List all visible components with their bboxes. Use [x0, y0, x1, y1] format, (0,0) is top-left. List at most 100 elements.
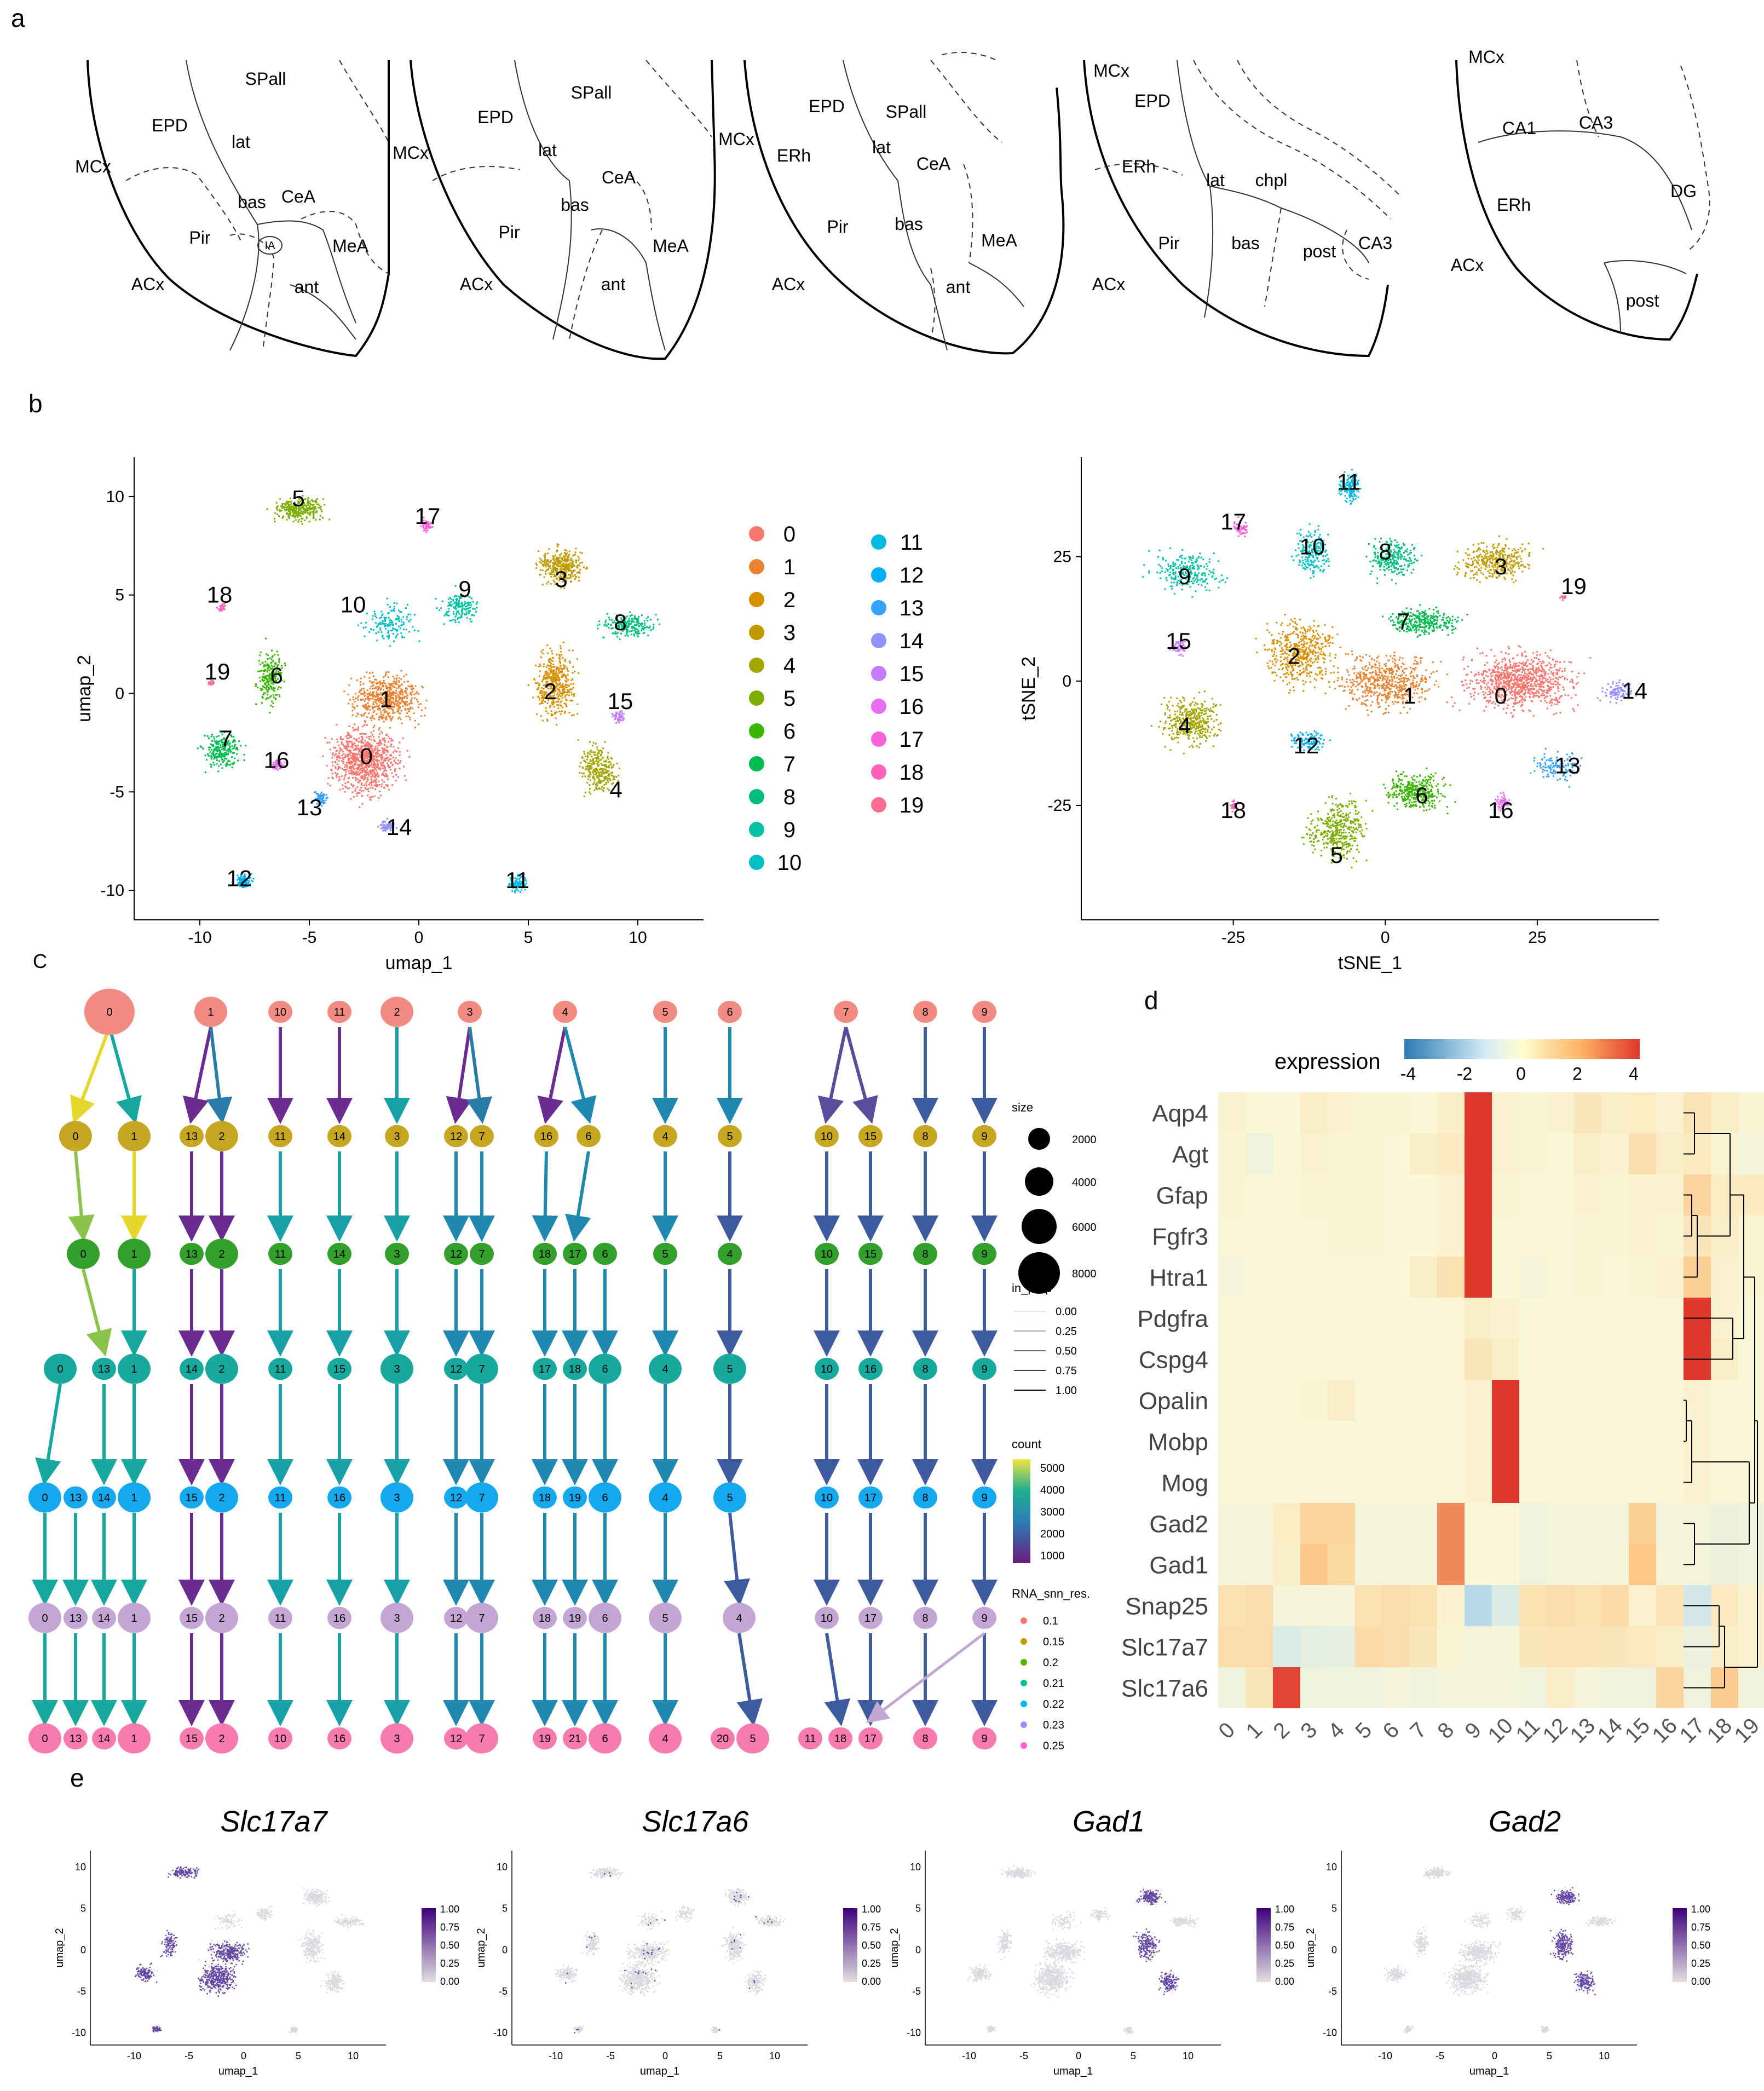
heatmap-cell	[1437, 1421, 1465, 1462]
umap-y-label: umap_2	[74, 655, 95, 722]
brain-region-label: ACx	[1092, 274, 1125, 294]
heatmap-cell	[1218, 1421, 1246, 1462]
brain-region-label: lat	[1206, 170, 1225, 190]
heatmap-cell	[1601, 1503, 1629, 1544]
clustree-node	[913, 1606, 937, 1629]
clustree-node	[118, 1723, 151, 1754]
heatmap-cell	[1547, 1503, 1574, 1544]
clustree-node-label: 6	[727, 1006, 733, 1018]
clustree-node	[834, 1000, 858, 1023]
clustree-node-label: 12	[450, 1733, 462, 1745]
legend-swatch	[749, 690, 764, 706]
clustree-node	[723, 1603, 756, 1633]
heatmap-cell	[1574, 1421, 1601, 1462]
clustree-node-label: 13	[70, 1733, 82, 1745]
heatmap-cell	[1300, 1380, 1328, 1421]
heatmap-cell	[1519, 1092, 1547, 1133]
clustree-node-label: 9	[981, 1006, 987, 1018]
clustree-node	[653, 1000, 677, 1023]
clustree-node-label: 9	[981, 1363, 987, 1375]
heatmap-cell	[1273, 1503, 1300, 1544]
gene-label: Gfap	[1156, 1183, 1208, 1209]
clustree-node-label: 4	[662, 1363, 668, 1375]
legend-label: 18	[900, 761, 924, 785]
clustree-edge	[824, 1633, 851, 1726]
legend-swatch	[749, 592, 764, 607]
clustree-node	[815, 1125, 839, 1148]
clustree-node-label: 5	[662, 1248, 668, 1260]
heatmap-cell	[1738, 1626, 1764, 1667]
legend-swatch	[749, 559, 764, 574]
heatmap-cell	[1246, 1626, 1273, 1667]
clustree-node-label: 7	[479, 1733, 485, 1745]
clustree-node	[563, 1357, 587, 1380]
clustree-node	[268, 1242, 292, 1265]
clustree-node-label: 3	[394, 1733, 400, 1745]
umap-cluster-4-points	[577, 739, 620, 798]
heatmap-cell	[1656, 1174, 1684, 1216]
heatmap-cell	[1574, 1339, 1601, 1380]
brain-region-label: CA3	[1579, 113, 1613, 133]
ia-outline	[257, 236, 283, 255]
clustree-node-label: 14	[333, 1131, 345, 1143]
heatmap-cell	[1684, 1421, 1711, 1462]
brain-region-label: Pir	[1158, 233, 1179, 253]
clustree-node	[533, 1486, 557, 1509]
umap-cluster-5-points	[266, 494, 331, 525]
heatmap-cell	[1246, 1544, 1273, 1585]
heatmap-cell	[1218, 1503, 1246, 1544]
umap-cluster-label: 15	[608, 688, 633, 714]
umap-cluster-11-points	[508, 873, 527, 894]
tsne-cluster-11-points	[1338, 469, 1362, 505]
feature-x-tick: -10	[1378, 2050, 1392, 2061]
heatmap-cell	[1273, 1133, 1300, 1174]
heatmap-cell	[1246, 1174, 1273, 1216]
clustree-node-label: 5	[750, 1733, 756, 1745]
heatmap-cell	[1547, 1298, 1574, 1339]
legend-label: 12	[900, 563, 924, 587]
clustree-node	[815, 1357, 839, 1380]
count-legend-label: 4000	[1040, 1484, 1065, 1496]
heatmap-cell	[1711, 1133, 1738, 1174]
size-legend-label: 6000	[1072, 1222, 1097, 1234]
clustree-node-label: 11	[334, 1006, 345, 1018]
clustree-node	[972, 1727, 996, 1750]
heatmap-cell	[1300, 1421, 1328, 1462]
heatmap-cell	[1218, 1585, 1246, 1626]
clustree-node	[858, 1486, 883, 1509]
clustree-node-label: 16	[333, 1733, 345, 1745]
clustree-node-label: 10	[821, 1612, 833, 1625]
heatmap-cell	[1656, 1339, 1684, 1380]
heatmap-legend-title: expression	[1275, 1050, 1380, 1074]
heatmap-cell	[1519, 1667, 1547, 1708]
legend-label: 7	[783, 752, 795, 776]
heatmap-cell	[1382, 1257, 1410, 1298]
clustree-node-label: 16	[540, 1131, 552, 1143]
feature-legend-tick: 0.50	[440, 1940, 459, 1951]
clustree-node-label: 17	[864, 1492, 877, 1504]
gene-label: Slc17a7	[1121, 1634, 1208, 1661]
clustree-node-label: 5	[727, 1131, 733, 1143]
heatmap-cell	[1547, 1626, 1574, 1667]
clustree-node-label: 15	[864, 1248, 877, 1260]
tsne-cluster-label: 8	[1379, 539, 1392, 564]
clustree-node-label: 17	[539, 1363, 551, 1375]
feature-x-tick: -10	[127, 2050, 141, 2061]
clustree-node-label: 3	[394, 1248, 400, 1260]
tsne-cluster-9-points	[1142, 547, 1229, 598]
heatmap-cell	[1711, 1462, 1738, 1503]
heatmap-cell	[1547, 1133, 1574, 1174]
heatmap-cell	[1273, 1585, 1300, 1626]
clustree-node-label: 1	[207, 1006, 214, 1018]
clustree-node-label: 9	[981, 1733, 987, 1745]
heatmap-cell	[1629, 1257, 1656, 1298]
brain-region-label: lat	[872, 137, 891, 157]
brain-region-label: DG	[1670, 181, 1697, 201]
clustree-node	[444, 1125, 468, 1148]
heatmap-cell	[1492, 1626, 1519, 1667]
res-legend-title: RNA_snn_res.	[1012, 1587, 1090, 1600]
clustree-node-label: 1	[131, 1492, 137, 1504]
heatmap-cell	[1656, 1421, 1684, 1462]
clustree-node	[118, 1482, 151, 1513]
prop-legend-label: 0.50	[1056, 1345, 1077, 1357]
